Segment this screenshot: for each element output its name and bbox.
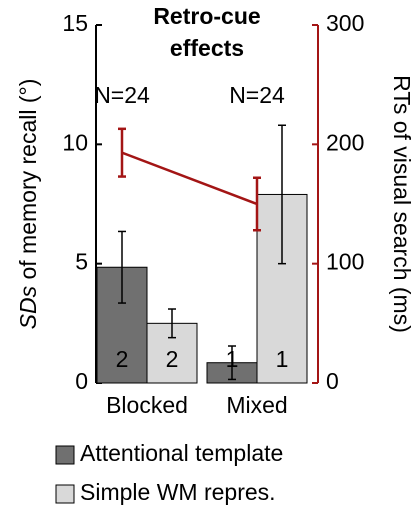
x-tick-label: Blocked xyxy=(106,392,188,418)
y-axis-label: SDs of memory recall (°) xyxy=(15,79,41,330)
bar-count-label: 1 xyxy=(276,346,289,372)
chart-title: Retro-cue xyxy=(153,3,260,29)
y-tick-label: 15 xyxy=(62,10,88,36)
legend-swatch xyxy=(55,484,75,504)
rt-line xyxy=(121,151,258,206)
bar-count-label: 2 xyxy=(166,346,179,372)
y-axis-label-italic: SDs xyxy=(15,285,41,329)
y2-tick-label: 100 xyxy=(326,249,364,275)
annotation: N=24 xyxy=(229,82,285,108)
annotation: N=24 xyxy=(94,82,150,108)
x-tick-label: Mixed xyxy=(226,392,287,418)
y-tick-label: 10 xyxy=(62,129,88,155)
bar-count-label: 1 xyxy=(226,346,239,372)
legend-swatch xyxy=(55,445,75,465)
y2-tick-label: 200 xyxy=(326,129,364,155)
bar-count-label: 2 xyxy=(116,346,129,372)
y2-tick-label: 0 xyxy=(326,368,339,394)
chart-title: effects xyxy=(170,35,244,61)
y2-axis-label: RTs of visual search (ms) xyxy=(389,75,415,333)
y-tick-label: 0 xyxy=(75,368,88,394)
y2-tick-label: 300 xyxy=(326,10,364,36)
y-tick-label: 5 xyxy=(75,249,88,275)
legend-label: Attentional template xyxy=(80,440,283,466)
y-axis-label-text: of memory recall (°) xyxy=(15,79,41,286)
legend-label: Simple WM repres. xyxy=(80,479,276,505)
